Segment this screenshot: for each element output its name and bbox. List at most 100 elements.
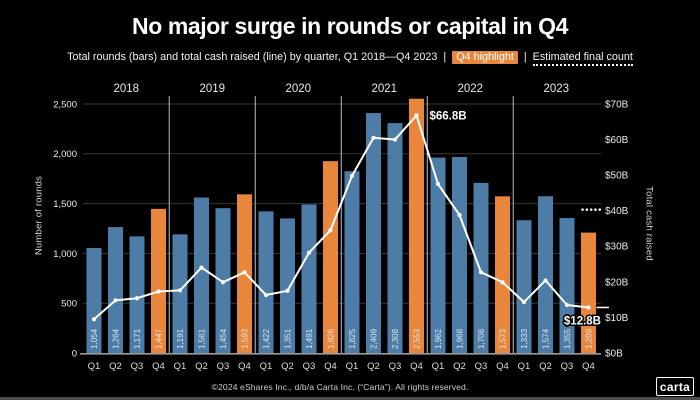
bar-2021-Q1: [344, 171, 360, 353]
line-point: [220, 280, 226, 285]
bar-value-label: 1,054: [90, 328, 99, 349]
bar-value-label: 1,171: [133, 328, 142, 349]
bar-value-label: 1,454: [219, 328, 228, 349]
quarter-label: Q3: [217, 361, 230, 372]
bar-value-label: 1,708: [477, 328, 486, 349]
bar-value-label: 1,209: [585, 328, 594, 349]
bar-2018-Q2: [108, 227, 123, 353]
line-point: [521, 300, 527, 305]
right-axis-tick: $0B: [605, 348, 623, 359]
subtitle-divider: |: [523, 51, 527, 63]
chart-subtitle-legend: Total rounds (bars) and total cash raise…: [0, 51, 700, 66]
line-point: [199, 265, 204, 270]
year-label: 2019: [199, 83, 225, 95]
copyright-footer: ©2024 eShares Inc., d/b/a Carta Inc. (“C…: [211, 382, 469, 392]
line-point: [478, 270, 484, 275]
bottom-edge-strip: [0, 397, 700, 400]
left-axis-tick: 2,000: [53, 149, 77, 160]
quarter-label: Q3: [561, 361, 574, 372]
quarter-label: Q1: [518, 361, 531, 372]
line-point: [564, 302, 570, 308]
bar-value-label: 1,561: [198, 328, 207, 349]
quarter-label: Q3: [131, 361, 144, 372]
bar-value-label: 1,355: [563, 328, 572, 349]
quarter-label: Q4: [582, 361, 595, 372]
bar-value-label: 1,825: [348, 328, 357, 349]
bar-2022-Q3: [473, 182, 489, 353]
peak-annotation: $66.8B: [430, 110, 467, 122]
quarter-label: Q2: [539, 361, 552, 372]
line-point: [543, 278, 548, 283]
bar-value-label: 1,351: [284, 328, 293, 349]
page-title: No major surge in rounds or capital in Q…: [131, 13, 568, 39]
left-axis-tick: 1,000: [53, 249, 77, 260]
quarter-label: Q3: [475, 361, 488, 372]
bar-value-label: 1,191: [176, 328, 185, 349]
bar-value-label: 2,553: [413, 328, 422, 349]
line-point: [457, 212, 462, 218]
bar-2021-Q4: [409, 98, 424, 354]
quarter-label: Q2: [453, 361, 466, 372]
line-point: [349, 173, 355, 178]
left-axis-tick: 1,500: [53, 199, 77, 210]
year-label: 2021: [371, 83, 397, 95]
right-axis-tick: $50B: [605, 171, 629, 182]
right-axis-tick: $70B: [605, 99, 629, 110]
left-axis-tick: 2,500: [53, 99, 77, 110]
bar-value-label: 1,447: [155, 328, 164, 349]
left-axis-title: Number of rounds: [33, 175, 45, 256]
quarter-label: Q2: [281, 361, 294, 372]
right-axis-title: Total cash raised: [643, 186, 655, 261]
bar-2020-Q4: [323, 161, 338, 353]
left-axis-tick: 0: [72, 348, 77, 359]
bar-value-label: 1,593: [241, 328, 250, 349]
quarter-label: Q4: [496, 361, 509, 372]
line-point: [91, 317, 97, 322]
year-label: 2023: [543, 83, 569, 95]
quarter-label: Q1: [432, 361, 445, 372]
bar-2022-Q2: [452, 156, 467, 353]
line-point: [285, 288, 290, 293]
quarter-label: Q4: [152, 361, 165, 372]
bar-2022-Q4: [495, 196, 510, 353]
quarter-label: Q1: [88, 361, 101, 372]
bar-2019-Q1: [172, 234, 188, 353]
q4-highlight-legend-chip: Q4 highlight: [452, 51, 518, 64]
bar-2020-Q1: [258, 211, 274, 353]
bar-2020-Q3: [301, 204, 317, 353]
bar-value-label: 1,333: [520, 328, 529, 349]
quarter-label: Q4: [410, 361, 423, 372]
quarter-label: Q1: [174, 361, 187, 372]
year-label: 2022: [457, 83, 483, 95]
bar-2023-Q1: [516, 220, 532, 353]
line-point: [156, 289, 161, 294]
line-point: [306, 250, 312, 255]
year-label: 2018: [113, 83, 139, 95]
quarter-label: Q2: [367, 361, 380, 372]
estimated-final-count-legend: Estimated final count: [532, 51, 633, 66]
bar-value-label: 1,491: [305, 328, 314, 349]
carta-logo: carta: [656, 377, 694, 396]
right-axis-tick: $30B: [605, 242, 629, 253]
subtitle-text: Total rounds (bars) and total cash raise…: [67, 51, 438, 63]
bar-2023-Q4: [581, 232, 596, 353]
line-point: [392, 137, 398, 142]
line-point: [414, 113, 419, 118]
line-point: [134, 296, 140, 301]
bar-2018-Q1: [86, 248, 102, 353]
year-label: 2020: [285, 83, 311, 95]
bar-value-label: 2,409: [370, 328, 379, 349]
quarter-label: Q1: [346, 361, 359, 372]
bar-value-label: 1,962: [434, 328, 443, 349]
quarter-label: Q2: [109, 361, 122, 372]
line-point: [242, 270, 247, 275]
bar-2018-Q4: [151, 208, 166, 353]
bar-2021-Q3: [387, 123, 403, 353]
line-point: [371, 135, 376, 140]
right-axis-tick: $60B: [605, 135, 629, 146]
bar-value-label: 1,422: [262, 328, 271, 349]
right-axis-tick: $20B: [605, 277, 629, 288]
line-point: [586, 305, 591, 310]
